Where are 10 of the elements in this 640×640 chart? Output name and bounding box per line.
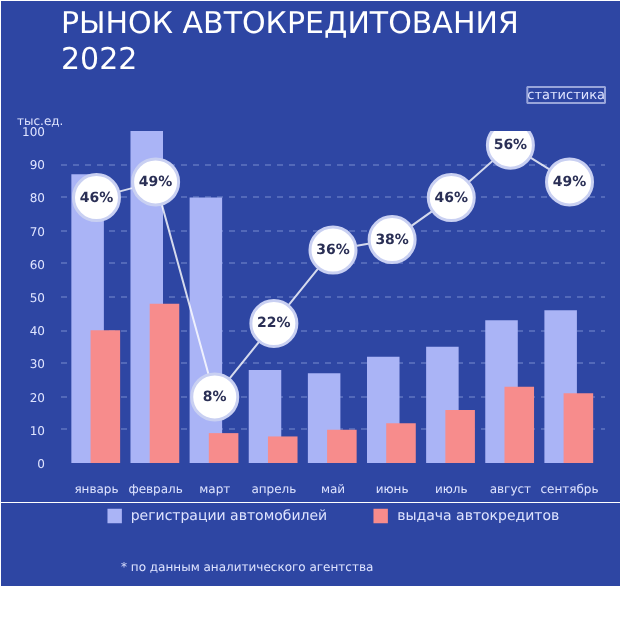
chart-title: РЫНОК АВТОКРЕДИТОВАНИЯ 2022 — [61, 5, 519, 77]
bar — [208, 433, 239, 463]
bar — [504, 386, 535, 463]
bar — [445, 409, 475, 463]
bar — [327, 429, 357, 463]
bar — [90, 330, 121, 463]
bar — [149, 303, 180, 463]
bar — [563, 393, 594, 463]
bar — [386, 423, 416, 463]
bar — [267, 436, 298, 463]
